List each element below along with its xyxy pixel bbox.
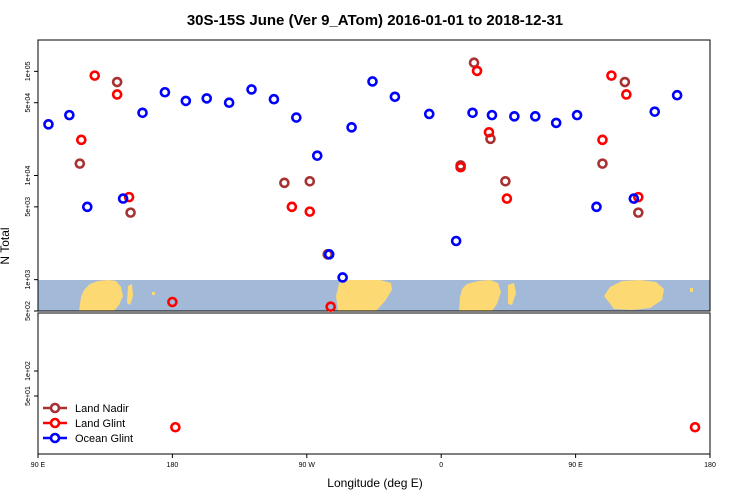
land-nadir-point [125,207,136,218]
ocean-glint-point [81,201,93,213]
ocean-glint-point [550,117,562,129]
ocean-glint-point [671,89,683,101]
land-glint-point [76,134,87,146]
land-glint-point [111,89,123,100]
x-axis-label: Longitude (deg E) [327,476,422,490]
data-points [43,57,701,433]
land-glint-point [167,296,178,308]
legend-label-land-nadir: Land Nadir [75,403,129,415]
land-madagascar-east [508,283,516,305]
x-tick-label: 90 E [568,462,583,469]
x-axis-ticks: 90 E 180 90 W 0 90 E 180 [31,454,716,469]
ocean-glint-point [591,201,602,213]
land-glint-point [483,126,495,138]
y-tick-label: 1e+05 [25,61,32,81]
y-tick-label: 5e+01 [25,386,32,406]
land-glint-point [455,161,466,173]
x-tick-label: 180 [167,462,179,469]
ocean-glint-point [223,97,235,109]
land-nadir-point [500,175,511,187]
ocean-glint-point [323,249,335,260]
land-nadir-point [279,177,290,189]
y-tick-label: 1e+02 [25,361,32,381]
ocean-glint-point [509,111,520,122]
land-nadir-point [633,207,644,218]
land-glint-point [597,134,608,146]
land-africa-west [79,280,123,311]
land-australia [604,280,664,310]
ocean-glint-point [628,193,640,204]
y-axis-ticks: 5e+02 1e+03 5e+03 1e+04 5e+04 1e+05 5e+01 1e+02 [25,61,38,406]
land-nadir-point [74,158,86,169]
ocean-glint-point [337,272,348,283]
legend-marker-ocean-glint [49,432,61,444]
x-tick-label: 180 [704,462,716,469]
ocean-glint-point [367,76,378,87]
x-tick-label: 0 [439,462,443,469]
land-glint-point [501,193,513,204]
land-glint-point [123,191,135,203]
ocean-glint-point [180,95,192,107]
ocean-glint-point [486,109,498,121]
land-madagascar-west [127,284,133,305]
y-axis-label: N Total [0,227,12,264]
ocean-glint-point [64,109,75,121]
ocean-glint-point [43,119,54,130]
ocean-glint-point [346,122,357,133]
ocean-glint-point [311,150,323,161]
land-glint-point [304,206,316,217]
legend-marker-land-glint [49,417,61,429]
map-strip [38,280,710,311]
land-glint-point [170,421,181,433]
land-nadir-point [597,158,608,169]
ocean-glint-point [529,111,541,122]
land-glint-point [471,65,483,77]
lower-panel-frame [37,312,711,455]
y-tick-label: 5e+04 [25,93,32,113]
ocean-glint-point [571,109,583,121]
y-tick-label: 5e+02 [25,301,32,321]
land-glint-point [689,421,701,433]
ocean-glint-point [201,93,213,104]
x-tick-label: 90 W [299,462,316,469]
land-nadir-point [304,175,316,187]
land-glint-point [286,201,298,213]
land-glint-point [621,89,632,100]
y-tick-label: 1e+04 [25,166,32,186]
chart-title: 30S-15S June (Ver 9_ATom) 2016-01-01 to … [187,12,563,29]
ocean-glint-point [268,93,280,105]
ocean-glint-point [117,193,129,204]
ocean-glint-point [423,108,435,120]
legend-marker-land-nadir [49,402,61,414]
land-glint-point [89,70,101,81]
ocean-glint-point [137,107,148,119]
legend-label-land-glint: Land Glint [75,418,125,430]
x-tick-label: 90 E [31,462,46,469]
ocean-glint-point [467,107,478,119]
ocean-glint-point [291,112,302,123]
land-africa-east [459,280,501,311]
legend-label-ocean-glint: Ocean Glint [75,433,133,445]
ocean-glint-point [450,235,462,247]
land-nadir-point [111,76,123,88]
ocean-glint-point [389,91,401,103]
legend: Land Nadir Land Glint Ocean Glint [43,402,133,445]
land-nadir-point [619,76,631,88]
y-tick-label: 5e+03 [25,197,32,217]
ocean-glint-point [159,86,171,98]
ocean-glint-point [649,106,661,117]
upper-panel-frame [37,39,711,312]
land-glint-point [325,301,336,312]
panel-frames [37,39,711,455]
land-south-america [336,280,392,311]
y-tick-label: 1e+03 [25,270,32,290]
land-glint-point [606,70,617,81]
land-nadir-point [468,57,480,69]
ocean-glint-point [246,84,257,95]
